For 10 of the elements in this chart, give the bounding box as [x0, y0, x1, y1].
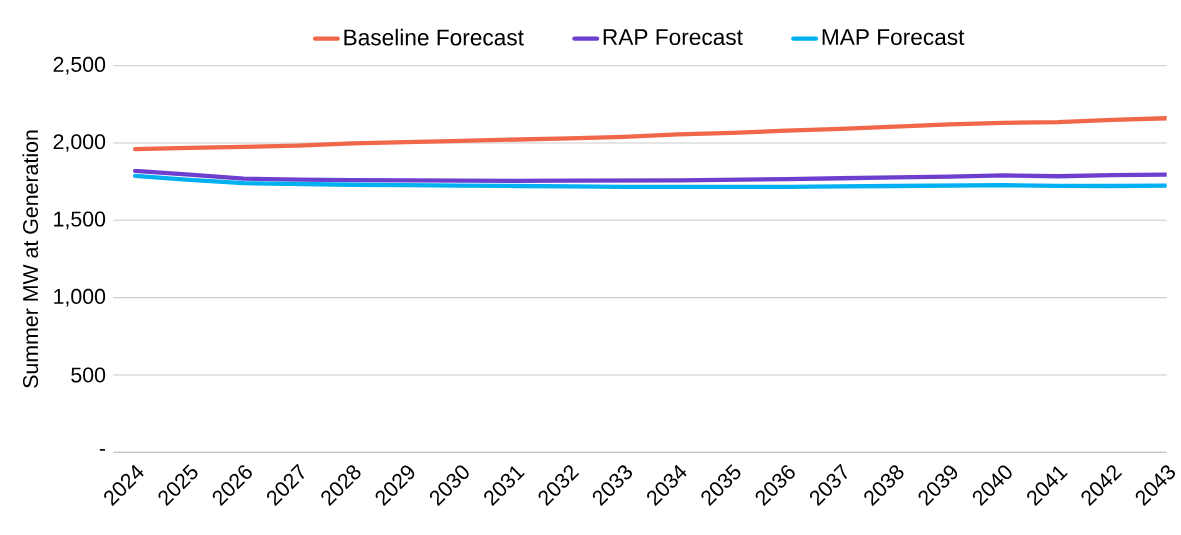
legend-label: RAP Forecast	[603, 29, 743, 46]
y-tick-label: 500	[71, 367, 106, 383]
y-tick-label: 2,000	[53, 134, 106, 152]
legend-label: Baseline Forecast	[344, 28, 524, 46]
y-tick-label: 1,500	[54, 211, 106, 230]
y-tick-label: -	[99, 449, 106, 451]
y-tick-label: 2,500	[53, 56, 106, 75]
legend-label: MAP Forecast	[822, 29, 965, 46]
y-axis-title: Summer MW at Generation	[22, 130, 39, 388]
y-tick-label: 1,000	[54, 288, 106, 307]
